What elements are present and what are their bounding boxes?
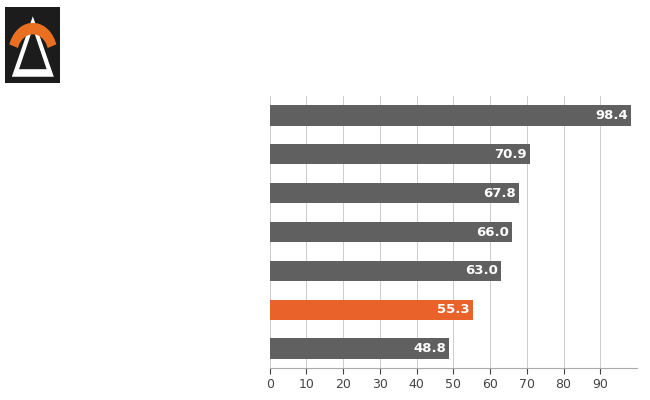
Text: 48.8: 48.8 (413, 342, 446, 355)
Polygon shape (19, 28, 47, 69)
Bar (270, 105, 631, 126)
Bar (270, 144, 530, 164)
Bar (270, 300, 473, 320)
FancyBboxPatch shape (5, 7, 60, 83)
Text: 63.0: 63.0 (465, 264, 498, 277)
Bar (270, 222, 512, 242)
Bar (270, 261, 501, 281)
Text: 67.8: 67.8 (483, 187, 516, 200)
Text: 66.0: 66.0 (476, 226, 509, 238)
Text: 98.4: 98.4 (595, 109, 628, 122)
Text: Percent of AdobeRGB 1998 (Higher is Usually Better): Percent of AdobeRGB 1998 (Higher is Usua… (70, 61, 438, 75)
Bar (270, 183, 519, 203)
Polygon shape (9, 23, 57, 48)
Bar (270, 338, 449, 359)
Text: 70.9: 70.9 (495, 148, 527, 161)
Polygon shape (12, 16, 54, 77)
Text: 55.3: 55.3 (437, 303, 470, 316)
Text: LCD Analysis - Color Gamut: LCD Analysis - Color Gamut (70, 15, 497, 43)
